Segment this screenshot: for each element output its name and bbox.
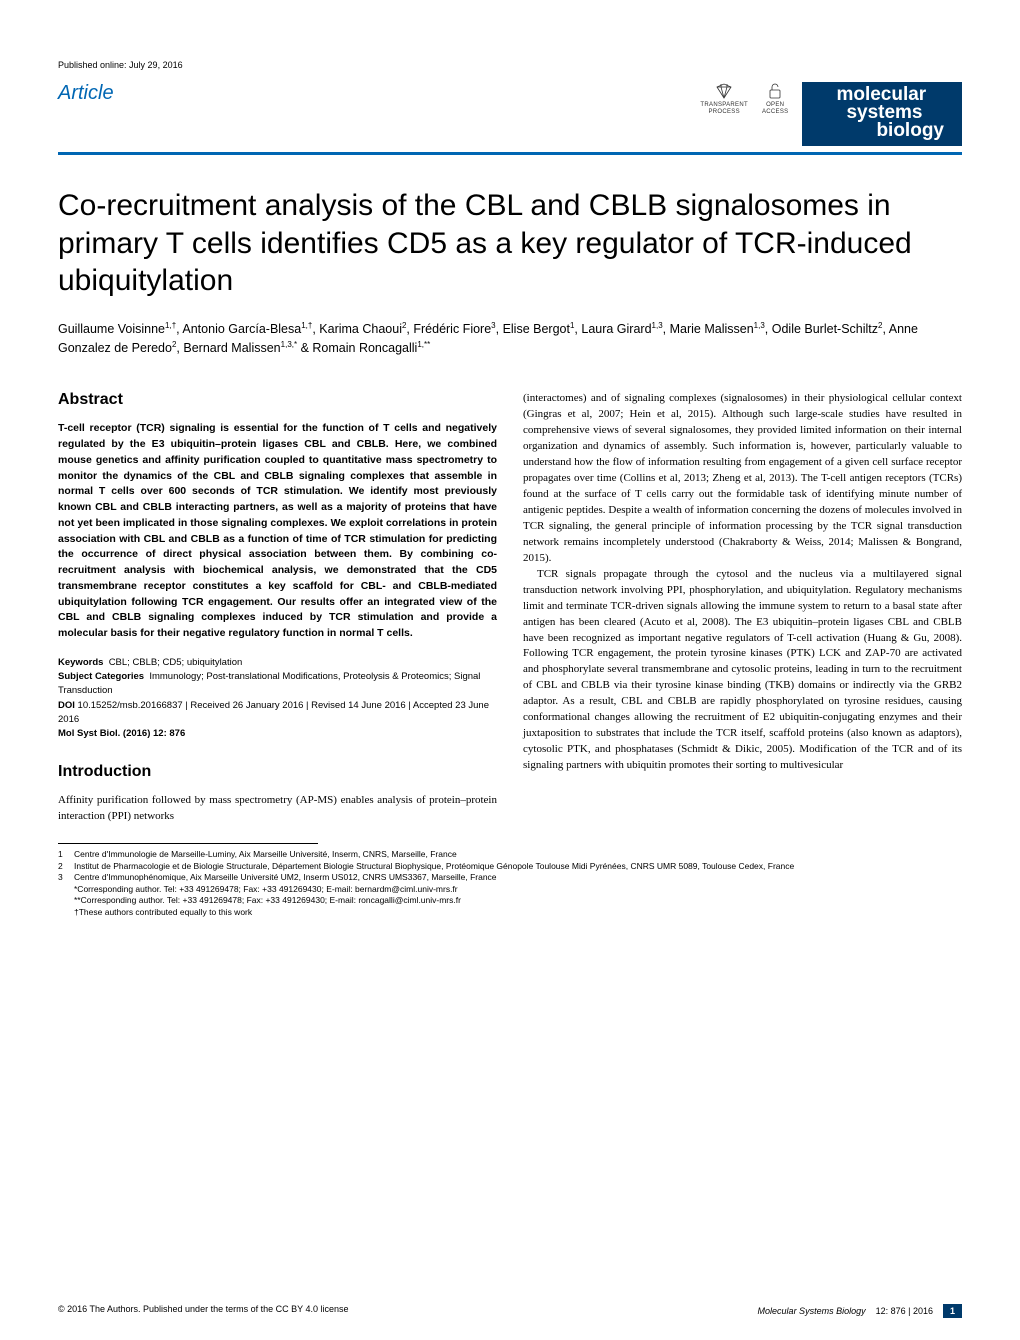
page-number: 1 (943, 1304, 962, 1318)
page-footer: © 2016 The Authors. Published under the … (58, 1304, 962, 1318)
two-column-body: Abstract T-cell receptor (TCR) signaling… (58, 391, 962, 825)
body-para-2: TCR signals propagate through the cytoso… (523, 567, 962, 774)
header-row: Article TRANSPARENTPROCESS OPENACCESS mo… (58, 82, 962, 146)
corresponding-2: **Corresponding author. Tel: +33 4912694… (58, 895, 962, 906)
doi-label: DOI (58, 700, 75, 711)
transparent-process-badge: TRANSPARENTPROCESS (700, 82, 748, 115)
keywords-label: Keywords (58, 657, 103, 668)
open-access-badge: OPENACCESS (762, 82, 788, 115)
abstract-heading: Abstract (58, 391, 497, 409)
header-badges: TRANSPARENTPROCESS OPENACCESS molecular … (700, 82, 962, 146)
intro-para-1: Affinity purification followed by mass s… (58, 793, 497, 825)
affiliation-rule (58, 843, 318, 844)
affiliations-block: 1Centre d'Immunologie de Marseille-Lumin… (58, 849, 962, 918)
keywords-value: CBL; CBLB; CD5; ubiquitylation (109, 657, 243, 668)
affiliation-2: 2Institut de Pharmacologie et de Biologi… (58, 861, 962, 872)
author-list: Guillaume Voisinne1,†, Antonio García-Bl… (58, 320, 962, 358)
footer-journal: Molecular Systems Biology (758, 1306, 866, 1316)
introduction-heading: Introduction (58, 763, 497, 781)
right-column: (interactomes) and of signaling complexe… (523, 391, 962, 825)
lock-open-icon (764, 82, 786, 100)
journal-banner: molecular systems biology (802, 82, 962, 146)
subjects-label: Subject Categories (58, 671, 144, 682)
article-type-label: Article (58, 82, 114, 105)
divider-bar (58, 152, 962, 155)
affiliation-3: 3Centre d'Immunophénomique, Aix Marseill… (58, 872, 962, 883)
contribution-note: †These authors contributed equally to th… (58, 907, 962, 918)
article-title: Co-recruitment analysis of the CBL and C… (58, 187, 962, 300)
introduction-text: Affinity purification followed by mass s… (58, 793, 497, 825)
body-para-1: (interactomes) and of signaling complexe… (523, 391, 962, 566)
abstract-text: T-cell receptor (TCR) signaling is essen… (58, 421, 497, 642)
transparent-process-text: TRANSPARENTPROCESS (700, 102, 748, 115)
diamond-icon (713, 82, 735, 100)
citation-line: Mol Syst Biol. (2016) 12: 876 (58, 727, 497, 741)
doi-value: 10.15252/msb.20166837 | Received 26 Janu… (58, 700, 489, 725)
publication-date: Published online: July 29, 2016 (58, 60, 962, 70)
subjects-line: Subject Categories Immunology; Post-tran… (58, 670, 497, 699)
left-column: Abstract T-cell receptor (TCR) signaling… (58, 391, 497, 825)
footer-issue: 12: 876 | 2016 (876, 1306, 933, 1316)
corresponding-1: *Corresponding author. Tel: +33 49126947… (58, 884, 962, 895)
keywords-line: Keywords CBL; CBLB; CD5; ubiquitylation (58, 656, 497, 670)
copyright-text: © 2016 The Authors. Published under the … (58, 1304, 348, 1318)
metadata-block: Keywords CBL; CBLB; CD5; ubiquitylation … (58, 656, 497, 742)
footer-right: Molecular Systems Biology 12: 876 | 2016… (758, 1304, 962, 1318)
doi-line: DOI 10.15252/msb.20166837 | Received 26 … (58, 699, 497, 728)
journal-line-3: biology (876, 122, 944, 140)
affiliation-1: 1Centre d'Immunologie de Marseille-Lumin… (58, 849, 962, 860)
open-access-text: OPENACCESS (762, 102, 788, 115)
